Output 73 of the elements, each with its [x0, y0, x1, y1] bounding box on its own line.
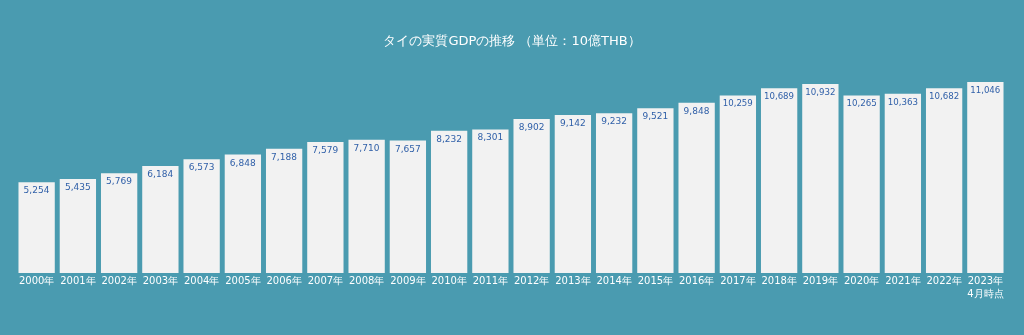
x-tick-label: 2007年 [307, 275, 344, 286]
bar [389, 140, 427, 273]
data-label: 8,301 [477, 132, 504, 143]
x-tick-label: 2005年 [225, 275, 261, 286]
data-label: 5,435 [65, 182, 91, 193]
bar [802, 83, 839, 273]
data-label: 7,188 [271, 151, 298, 162]
data-label: 5,254 [23, 185, 50, 196]
bar [760, 88, 798, 273]
x-tick-label: 2010年 [431, 275, 467, 286]
data-label: 9,232 [601, 116, 628, 127]
bar [678, 102, 715, 273]
x-tick-label: 2001年 [60, 275, 96, 286]
x-tick-label: 2016年 [678, 275, 715, 286]
data-label: 5,769 [106, 176, 133, 187]
bar [513, 119, 550, 273]
data-label: 9,142 [560, 117, 586, 128]
data-label: 9,848 [683, 105, 710, 116]
bar [843, 95, 880, 273]
bar [884, 93, 922, 273]
bar [100, 173, 138, 273]
x-tick-label: 2006年 [266, 275, 302, 286]
bar [224, 154, 262, 273]
data-label: 11,046 [970, 84, 1001, 95]
bar [472, 129, 509, 273]
x-tick-label: 2000年 [18, 275, 55, 286]
data-label: 6,184 [147, 169, 174, 180]
bar [307, 141, 344, 273]
x-tick-label: 2012年 [513, 275, 550, 286]
bar [554, 114, 592, 273]
data-label: 8,902 [518, 122, 545, 133]
bar [719, 95, 757, 273]
x-tick-label: 2020年 [843, 275, 880, 286]
data-label: 7,579 [312, 144, 339, 155]
data-label: 7,657 [395, 143, 421, 154]
data-label: 8,232 [436, 133, 463, 144]
data-label: 10,259 [722, 98, 753, 109]
data-label: 6,573 [188, 162, 215, 173]
bar [430, 130, 468, 273]
data-label: 10,363 [887, 96, 918, 107]
bar [142, 166, 179, 273]
x-tick-label: 2017年 [720, 275, 756, 286]
data-label: 10,932 [805, 86, 836, 97]
bar [265, 148, 303, 273]
x-tick-label: 2003年 [142, 275, 179, 286]
x-tick-label: 2023年 4月時点 [967, 275, 1004, 299]
bar [967, 82, 1004, 273]
x-tick-label: 2015年 [637, 275, 674, 286]
data-label: 9,521 [642, 111, 669, 122]
x-tick-label: 2019年 [802, 275, 839, 286]
chart-title: タイの実質GDPの推移 （単位：10億THB） [383, 32, 641, 48]
bar [637, 108, 674, 273]
x-tick-label: 2008年 [348, 275, 385, 286]
data-label: 6,848 [229, 157, 256, 168]
bar [183, 159, 220, 273]
x-tick-label: 2018年 [761, 275, 797, 286]
x-tick-label: 2002年 [101, 275, 137, 286]
bar [18, 182, 55, 273]
x-tick-label: 2014年 [596, 275, 632, 286]
bar [348, 139, 385, 273]
x-tick-label: 2022年 [926, 275, 962, 286]
x-tick-label: 2011年 [472, 275, 509, 286]
data-label: 10,265 [846, 98, 877, 109]
data-label: 10,682 [929, 90, 960, 101]
bar [595, 113, 633, 273]
data-label: 7,710 [353, 142, 380, 153]
x-tick-label: 2004年 [183, 275, 220, 286]
data-label: 10,689 [763, 90, 794, 101]
x-tick-label: 2013年 [555, 275, 591, 286]
x-tick-label: 2009年 [390, 275, 426, 286]
bar [59, 179, 97, 273]
bar [925, 88, 963, 273]
x-tick-label: 2021年 [885, 275, 921, 286]
